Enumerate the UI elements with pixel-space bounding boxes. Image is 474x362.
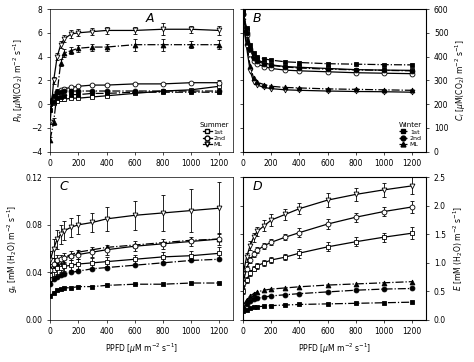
Text: B: B: [252, 12, 261, 25]
Legend: 1st, 2nd, ML: 1st, 2nd, ML: [198, 121, 230, 148]
X-axis label: PPFD [$\mu$M m$^{-2}$ s$^{-1}$]: PPFD [$\mu$M m$^{-2}$ s$^{-1}$]: [105, 342, 178, 357]
Y-axis label: $C_i$ [$\mu$M(CO$_2$) m$^{-2}$ s$^{-1}$]: $C_i$ [$\mu$M(CO$_2$) m$^{-2}$ s$^{-1}$]: [454, 39, 468, 121]
Text: A: A: [146, 12, 154, 25]
Text: D: D: [252, 180, 262, 193]
X-axis label: PPFD [$\mu$M m$^{-2}$ s$^{-1}$]: PPFD [$\mu$M m$^{-2}$ s$^{-1}$]: [298, 342, 371, 357]
Y-axis label: $P_\mathrm{N}$ [$\mu$M(CO$_2$) m$^{-2}$ s$^{-1}$]: $P_\mathrm{N}$ [$\mu$M(CO$_2$) m$^{-2}$ …: [11, 38, 26, 122]
Legend: 1st, 2nd, ML: 1st, 2nd, ML: [397, 121, 423, 148]
Y-axis label: $E$ [mM (H$_2$O) m$^{-2}$ s$^{-1}$]: $E$ [mM (H$_2$O) m$^{-2}$ s$^{-1}$]: [452, 206, 465, 291]
Y-axis label: $g_s$ [mM (H$_2$O) m$^{-2}$ s$^{-1}$]: $g_s$ [mM (H$_2$O) m$^{-2}$ s$^{-1}$]: [6, 205, 20, 292]
Text: C: C: [59, 180, 68, 193]
